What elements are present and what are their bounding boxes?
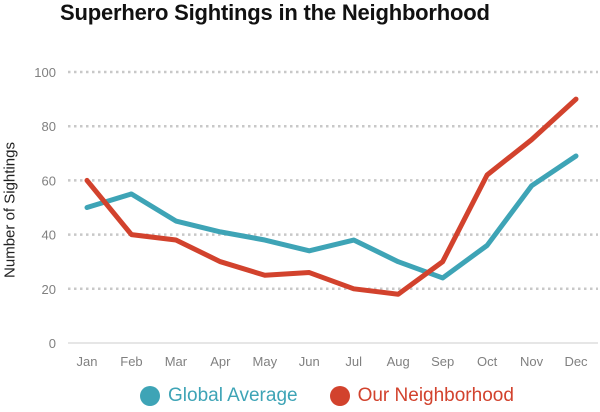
- chart-title: Superhero Sightings in the Neighborhood: [60, 0, 490, 25]
- legend-marker-global-average: [140, 386, 160, 406]
- x-tick-label: Oct: [477, 354, 498, 369]
- series-line-global-average: [84, 153, 579, 281]
- x-tick-label: Feb: [120, 354, 142, 369]
- legend-item-global-average: Global Average: [140, 385, 298, 407]
- legend: Global Average Our Neighborhood: [140, 385, 546, 407]
- y-tick-label: 80: [42, 119, 56, 134]
- x-tick-label: Apr: [210, 354, 231, 369]
- legend-marker-our-neighborhood: [329, 386, 350, 406]
- y-tick-label: 60: [42, 173, 56, 188]
- y-tick-label: 20: [42, 282, 56, 297]
- x-tick-label: Aug: [387, 354, 410, 369]
- series-line-our-neighborhood: [84, 96, 579, 297]
- x-tick-label: Mar: [165, 354, 188, 369]
- legend-label-our-neighborhood: Our Neighborhood: [357, 385, 514, 406]
- legend-label-global-average: Global Average: [168, 385, 298, 406]
- y-tick-label: 0: [49, 336, 56, 351]
- y-tick-label: 100: [34, 65, 56, 80]
- legend-item-our-neighborhood: Our Neighborhood: [329, 385, 514, 407]
- x-tick-label: Jul: [345, 354, 362, 369]
- x-tick-label: Jun: [299, 354, 320, 369]
- x-tick-label: Sep: [431, 354, 454, 369]
- x-tick-label: May: [253, 354, 278, 369]
- x-tick-label: Jan: [77, 354, 98, 369]
- x-tick-label: Nov: [520, 354, 544, 369]
- x-tick-label: Dec: [564, 354, 588, 369]
- y-tick-label: 40: [42, 228, 56, 243]
- line-chart: 0 20 40 60 80 100 Jan Feb Mar Apr May Jun Jul Aug Sep…: [34, 65, 598, 369]
